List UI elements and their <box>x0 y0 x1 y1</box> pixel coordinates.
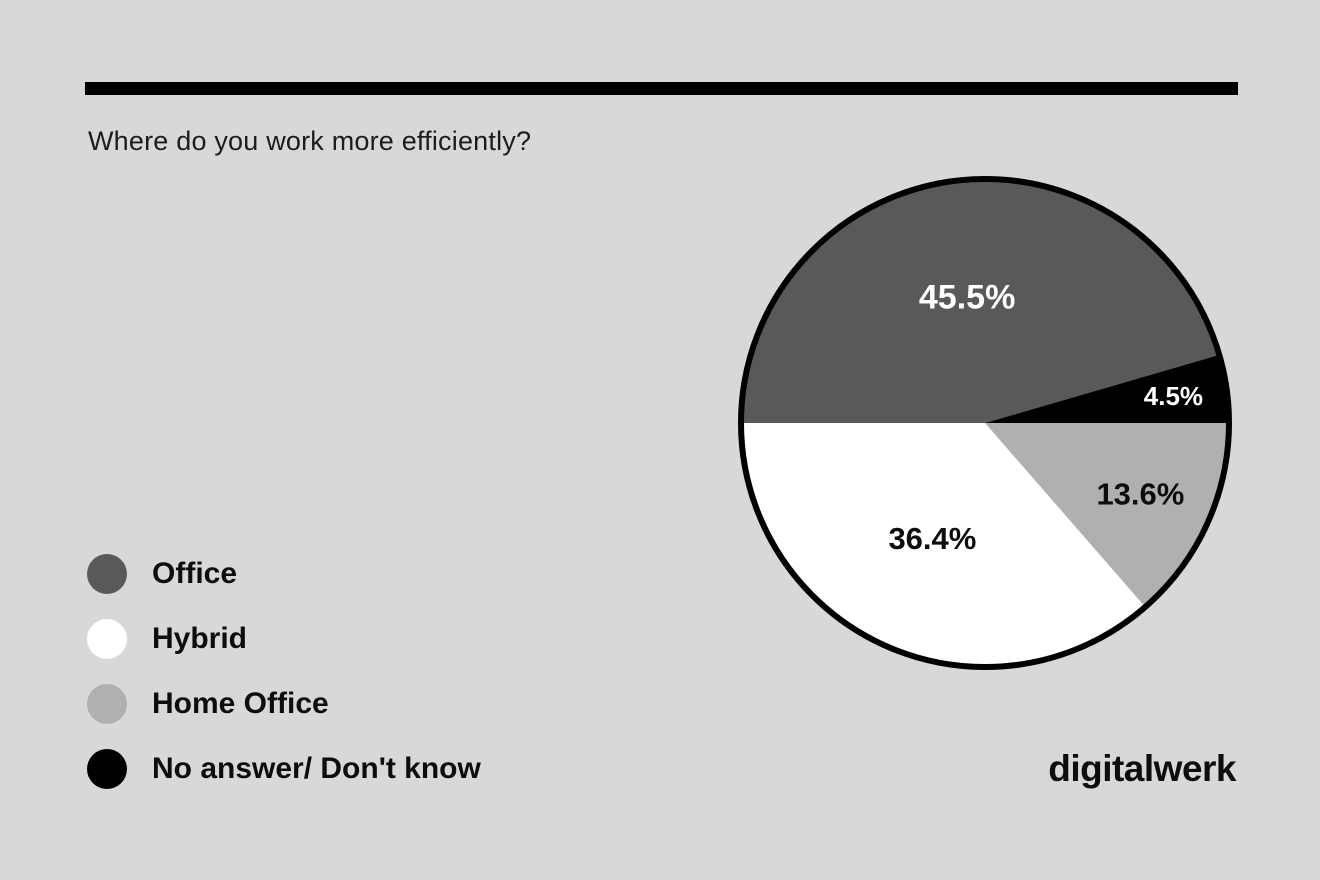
brand-logo: digitalwerk <box>1048 748 1236 789</box>
legend-label: Hybrid <box>152 622 248 655</box>
pie-value-label-hybrid: 36.4% <box>888 521 976 556</box>
legend-label: Office <box>152 557 238 590</box>
legend-swatch-no-answer-don-t-know <box>87 749 127 789</box>
legend-swatch-hybrid <box>87 619 127 659</box>
pie-slice-no-answer-don-t-know <box>985 354 1229 423</box>
legend-swatch-office <box>87 554 127 594</box>
legend-label: No answer/ Don't know <box>152 752 481 785</box>
legend-swatch-home-office <box>87 684 127 724</box>
pie-chart: 45.5% 4.5% 13.6% 36.4% <box>738 176 1232 670</box>
legend: Office Hybrid Home Office No answer/ Don't … <box>87 554 481 814</box>
pie-slice-home-office <box>985 423 1229 608</box>
pie-value-label-no-answer-don-t-know: 4.5% <box>1144 381 1203 411</box>
header-rule <box>85 82 1238 95</box>
pie-slice-hybrid <box>741 423 1146 668</box>
pie-slice-office <box>741 179 1220 423</box>
pie-value-label-home-office: 13.6% <box>1096 476 1184 511</box>
legend-item-hybrid: Hybrid <box>87 619 481 659</box>
legend-item-home-office: Home Office <box>87 684 481 724</box>
pie-outline <box>738 176 1232 670</box>
legend-label: Home Office <box>152 687 329 720</box>
pie-value-label-office: 45.5% <box>919 278 1015 316</box>
chart-title: Where do you work more efficiently? <box>88 126 532 156</box>
legend-item-no-answer-don-t-know: No answer/ Don't know <box>87 749 481 789</box>
legend-item-office: Office <box>87 554 481 594</box>
